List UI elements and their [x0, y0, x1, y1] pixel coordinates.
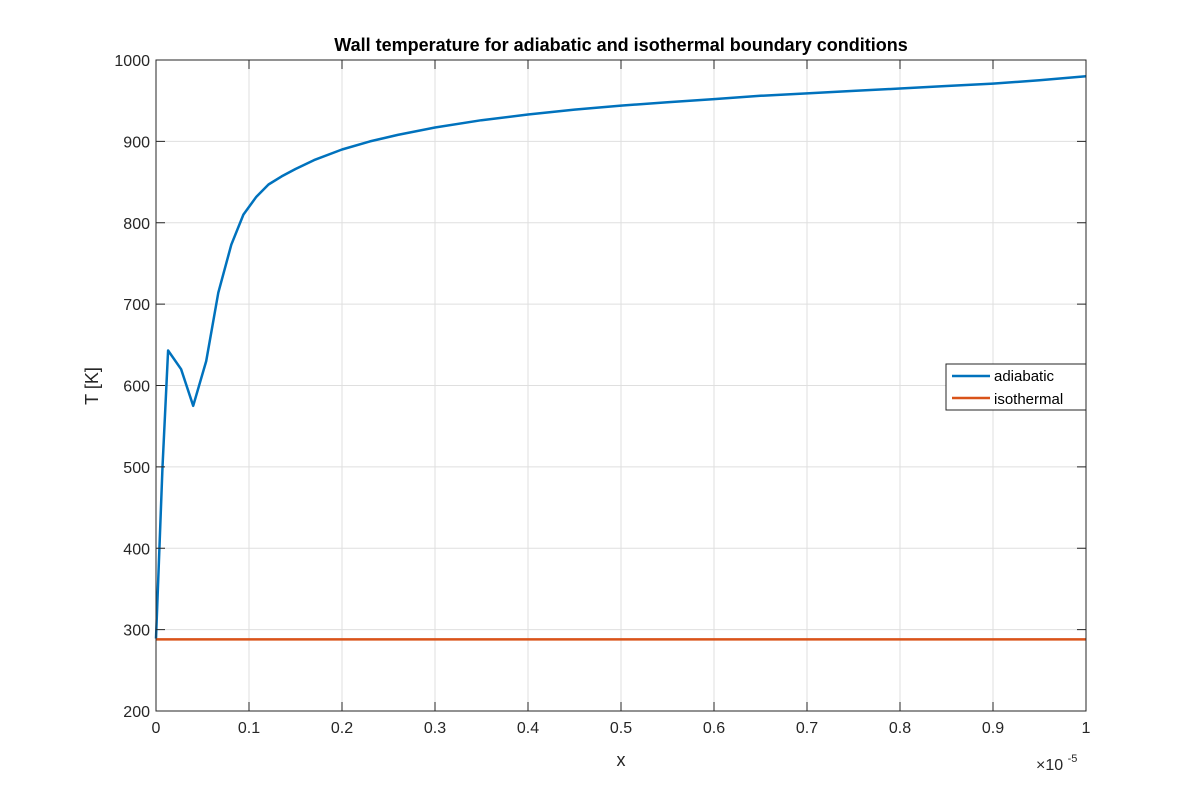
- series-layer: [154, 75, 1087, 641]
- x-tick-label: 0.8: [889, 720, 911, 737]
- y-tick-label: 700: [123, 297, 150, 314]
- chart-title: Wall temperature for adiabatic and isoth…: [334, 35, 907, 55]
- x-tick-label: 0: [152, 720, 161, 737]
- tick-labels: 0 0.1 0.2 0.3 0.4 0.5 0.6 0.7 0.8 0.9 1 200 300 400 50…: [114, 53, 1090, 737]
- y-tick-label: 1000: [114, 53, 150, 70]
- x-tick-label: 0.6: [703, 720, 725, 737]
- legend-box: [945, 363, 1087, 411]
- x-axis-label: x: [617, 750, 626, 770]
- y-tick-label: 500: [123, 460, 150, 477]
- y-tick-label: 200: [123, 704, 150, 721]
- x-tick-label: 0.7: [796, 720, 818, 737]
- legend: adiabatic isothermal: [945, 363, 1087, 411]
- x-tick-label: 0.9: [982, 720, 1004, 737]
- ticks: [155, 59, 1087, 712]
- legend-label-adiabatic: adiabatic: [994, 368, 1055, 385]
- y-tick-label: 400: [123, 541, 150, 558]
- y-tick-label: 800: [123, 216, 150, 233]
- x-tick-label: 0.3: [424, 720, 446, 737]
- x-tick-label: 0.5: [610, 720, 632, 737]
- x-tick-label: 1: [1082, 720, 1091, 737]
- x-axis-exponent: ×10 -5: [1036, 753, 1077, 774]
- legend-label-isothermal: isothermal: [994, 391, 1063, 408]
- series-line-adiabatic: [154, 75, 1087, 639]
- y-tick-label: 900: [123, 134, 150, 151]
- y-tick-label: 600: [123, 379, 150, 396]
- x-axis-exponent-power: -5: [1068, 753, 1078, 765]
- y-axis-label: T [K]: [82, 367, 102, 405]
- x-axis-exponent-base: ×10: [1036, 757, 1063, 774]
- x-tick-label: 0.2: [331, 720, 353, 737]
- y-tick-label: 300: [123, 623, 150, 640]
- x-tick-label: 0.4: [517, 720, 539, 737]
- x-tick-label: 0.1: [238, 720, 260, 737]
